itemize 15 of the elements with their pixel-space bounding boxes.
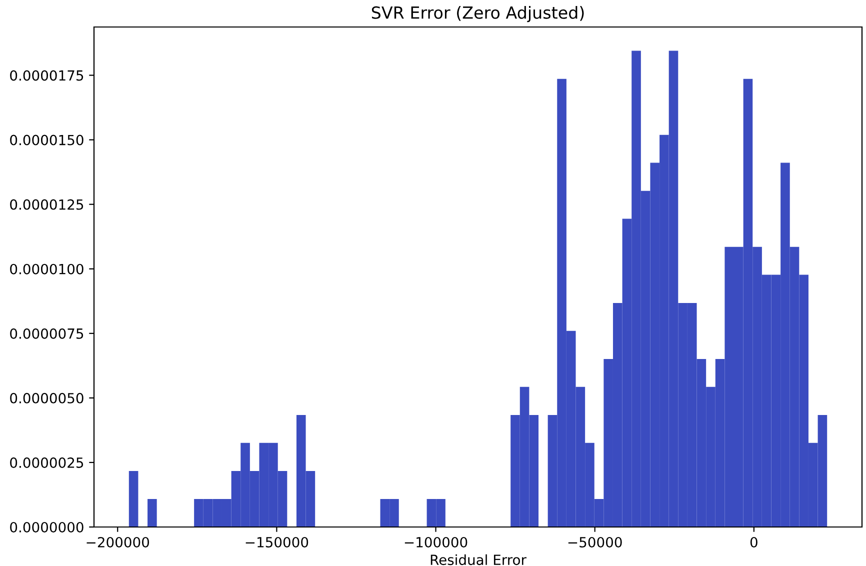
x-tick-label: −200000 [86,536,150,548]
y-tick-label: 0.0000175 [10,70,84,81]
chart-title: SVR Error (Zero Adjusted) [372,6,584,22]
x-tick-label: 0 [750,536,758,548]
y-tick-label: 0.0000150 [10,134,84,146]
y-tick-label: 0.0000125 [10,199,84,210]
y-tick-label: 0.0000075 [10,328,84,339]
x-tick-label: −150000 [246,536,308,548]
x-axis-title: Residual Error [430,554,526,566]
y-tick-label: 0.0000025 [10,457,84,468]
x-tick-label: −100000 [404,536,468,548]
y-tick-label: 0.0000050 [10,392,84,404]
y-tick-label: 0.0000100 [10,264,84,274]
y-tick-label: 0.0000000 [10,522,84,532]
x-tick-label: −50000 [568,536,622,548]
